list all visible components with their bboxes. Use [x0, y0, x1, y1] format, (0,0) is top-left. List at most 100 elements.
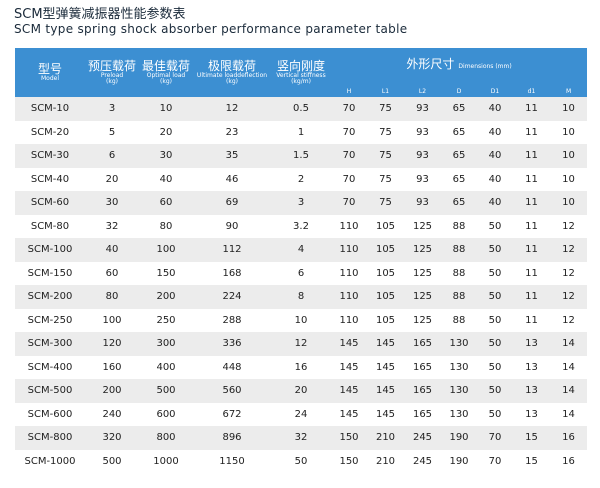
table-cell: 1.5	[271, 144, 331, 168]
table-cell: 90	[225, 220, 239, 232]
table-cell: 13	[513, 332, 550, 356]
table-cell: 145	[339, 408, 359, 420]
table-cell: 88	[441, 285, 477, 309]
table-cell: 210	[375, 455, 396, 467]
table-cell: 88	[452, 314, 466, 326]
table-cell: 110	[331, 238, 367, 262]
dimension-header: M	[550, 78, 588, 97]
table-cell: 70	[477, 426, 513, 450]
table-cell: 11	[525, 173, 538, 185]
table-row: SCM-400 160 400 448 16 145 145 165 130 50 13 14	[15, 356, 587, 380]
table-cell: 50	[477, 285, 513, 309]
table-cell: 40	[488, 126, 502, 138]
table-cell: 600	[156, 408, 176, 420]
table-cell: 30	[139, 144, 193, 168]
table-cell: 15	[513, 426, 550, 450]
header-cn: 最佳载荷	[141, 58, 190, 73]
table-cell: 32	[105, 220, 119, 232]
table-subtitle: SCM type spring shock absorber performan…	[14, 22, 408, 36]
table-cell: 130	[441, 332, 477, 356]
table-cell: 12	[562, 267, 575, 279]
table-cell: 150	[331, 426, 367, 450]
table-cell: 110	[339, 220, 359, 232]
table-cell: 12	[550, 238, 588, 262]
table-cell: 448	[222, 361, 242, 373]
table-row: SCM-600 240 600 672 24 145 145 165 130 50 13 14	[15, 403, 587, 427]
table-cell: 24	[294, 408, 308, 420]
table-cell: 245	[404, 426, 441, 450]
header-en: Model	[40, 74, 59, 82]
table-cell: SCM-20	[30, 126, 70, 138]
table-cell: 70	[342, 173, 356, 185]
table-row: SCM-20 5 20 23 1 70 75 93 65 40 11 10	[15, 121, 587, 145]
table-cell: 165	[412, 408, 433, 420]
table-cell: 200	[85, 379, 139, 403]
table-cell: 112	[193, 238, 271, 262]
table-cell: 75	[379, 173, 392, 185]
table-cell: 13	[525, 361, 538, 373]
table-cell: 400	[156, 361, 176, 373]
table-row: SCM-1000 500 1000 1150 50 150 210 245 190 70 15 16	[15, 450, 587, 474]
table-cell: 672	[222, 408, 242, 420]
table-cell: SCM-800	[15, 426, 85, 450]
table-cell: 105	[375, 220, 396, 232]
table-cell: 14	[562, 408, 575, 420]
table-cell: 80	[85, 285, 139, 309]
table-cell: 88	[452, 220, 466, 232]
table-cell: 105	[375, 314, 396, 326]
table-cell: 11	[513, 238, 550, 262]
table-cell: 300	[139, 332, 193, 356]
table-cell: 13	[525, 408, 538, 420]
table-cell: 200	[139, 285, 193, 309]
table-cell: 93	[404, 97, 441, 121]
table-cell: SCM-250	[27, 314, 73, 326]
table-cell: 224	[193, 285, 271, 309]
table-cell: 245	[412, 455, 433, 467]
table-cell: 12	[193, 97, 271, 121]
group-header: 外形尺寸 Dimensions (mm)	[331, 48, 588, 78]
table-cell: 150	[156, 267, 176, 279]
header-unit: (kg)	[160, 77, 172, 85]
table-cell: 10	[562, 126, 575, 138]
table-cell: 560	[193, 379, 271, 403]
table-cell: 40	[477, 97, 513, 121]
table-cell: 11	[525, 220, 538, 232]
column-header: 竖向刚度 Vertical stiffness (kg/m)	[271, 48, 331, 97]
dimension-header: L2	[404, 78, 441, 97]
table-row: SCM-100 40 100 112 4 110 105 125 88 50 11 12	[15, 238, 588, 262]
table-cell: 14	[550, 379, 588, 403]
table-cell: 40	[477, 191, 513, 215]
table-cell: 70	[331, 144, 367, 168]
table-cell: 50	[477, 238, 513, 262]
header-en: Vertical stiffness	[276, 71, 326, 79]
table-cell: 110	[331, 285, 367, 309]
header-unit: (kg)	[106, 77, 118, 85]
group-en: Dimensions (mm)	[458, 62, 512, 70]
table-cell: 70	[331, 191, 367, 215]
table-cell: 10	[550, 144, 588, 168]
table-cell: 50	[488, 267, 502, 279]
table-cell: 12	[562, 220, 575, 232]
table-cell: 6	[85, 144, 139, 168]
table-cell: 40	[488, 173, 502, 185]
table-cell: 145	[339, 361, 359, 373]
table-cell: 145	[367, 379, 404, 403]
table-cell: SCM-300	[15, 332, 85, 356]
table-row: SCM-300 120 300 336 12 145 145 165 130 50 13 14	[15, 332, 588, 356]
table-cell: 160	[102, 361, 122, 373]
table-cell: 70	[488, 455, 502, 467]
table-cell: 125	[404, 285, 441, 309]
header-cn: 竖向刚度	[276, 58, 325, 73]
table-cell: 20	[159, 126, 173, 138]
header-row: 型号 Model 预压载荷 Preload (kg) 最佳载荷 Optimal load (k…	[15, 48, 588, 97]
dimension-header: d1	[513, 78, 550, 97]
table-cell: 93	[404, 191, 441, 215]
table-cell: 6	[297, 267, 305, 279]
dimension-header: L1	[367, 78, 404, 97]
table-cell: 40	[85, 238, 139, 262]
table-cell: 110	[339, 314, 359, 326]
table-cell: 1000	[153, 455, 179, 467]
table-cell: 10	[550, 97, 588, 121]
table-cell: SCM-600	[27, 408, 73, 420]
header-cn: 型号	[37, 62, 62, 77]
